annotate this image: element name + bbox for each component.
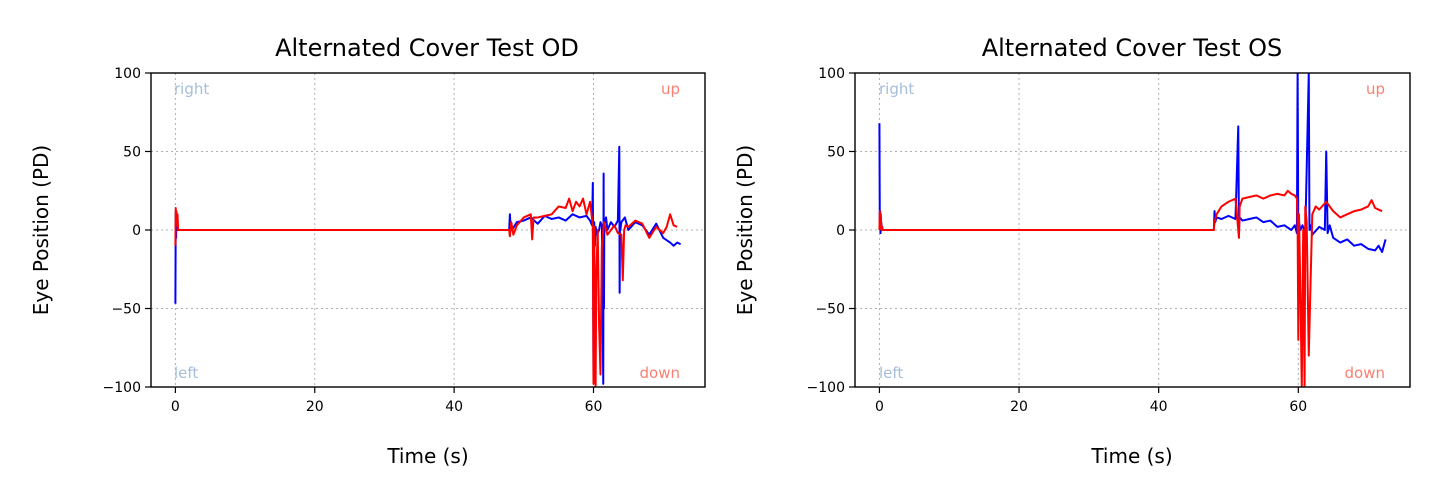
y-tick-label: 0 (132, 223, 141, 239)
corner-label-right: right (879, 80, 914, 98)
x-tick-label: 0 (875, 399, 884, 415)
y-tick-label: 50 (123, 145, 141, 161)
chart-title: Alternated Cover Test OS (982, 34, 1283, 62)
series-line-0 (174, 145, 682, 385)
corner-label-up: up (1366, 80, 1385, 98)
y-axis-label: Eye Position (PD) (29, 145, 53, 315)
corner-label-down: down (1345, 364, 1385, 382)
y-tick-label: −100 (807, 380, 845, 396)
x-tick-label: 60 (1289, 399, 1307, 415)
x-tick-label: 0 (171, 399, 180, 415)
chart-panel-od: Alternated Cover Test OD 0 20 40 60−100−500… (29, 34, 706, 468)
x-tick-label: 20 (1010, 399, 1028, 415)
x-tick-label: 60 (585, 399, 603, 415)
corner-label-left: left (879, 364, 903, 382)
y-tick-label: 100 (114, 66, 141, 82)
x-tick-label: 40 (1150, 399, 1168, 415)
x-axis-label: Time (s) (386, 444, 468, 468)
axis-ticks: 0 20 40 60 −100 −50 0 50 100 (807, 66, 1308, 415)
y-tick-label: 0 (836, 223, 845, 239)
y-tick-label: −100 (103, 380, 141, 396)
chart-panel-os: Alternated Cover Test OS 0 20 40 60−100−500… (733, 34, 1411, 468)
corner-label-up: up (661, 80, 680, 98)
series-group (878, 73, 1387, 387)
x-tick-label: 20 (306, 399, 324, 415)
y-tick-label: −50 (111, 302, 141, 318)
y-tick-label: 50 (827, 145, 845, 161)
x-axis-label: Time (s) (1090, 444, 1172, 468)
y-tick-label: 100 (818, 66, 845, 82)
y-tick-label: −50 (815, 302, 845, 318)
axis-ticks: 0 20 40 60 −100 −50 0 50 100 (103, 66, 603, 415)
series-line-0 (878, 73, 1387, 253)
x-tick-label: 40 (445, 399, 463, 415)
corner-label-down: down (640, 364, 680, 382)
series-line-1 (174, 197, 678, 387)
corner-label-left: left (174, 364, 198, 382)
y-axis-label: Eye Position (PD) (733, 145, 757, 315)
series-line-1 (878, 189, 1383, 387)
series-group (174, 145, 682, 387)
corner-label-right: right (174, 80, 209, 98)
chart-title: Alternated Cover Test OD (275, 34, 579, 62)
